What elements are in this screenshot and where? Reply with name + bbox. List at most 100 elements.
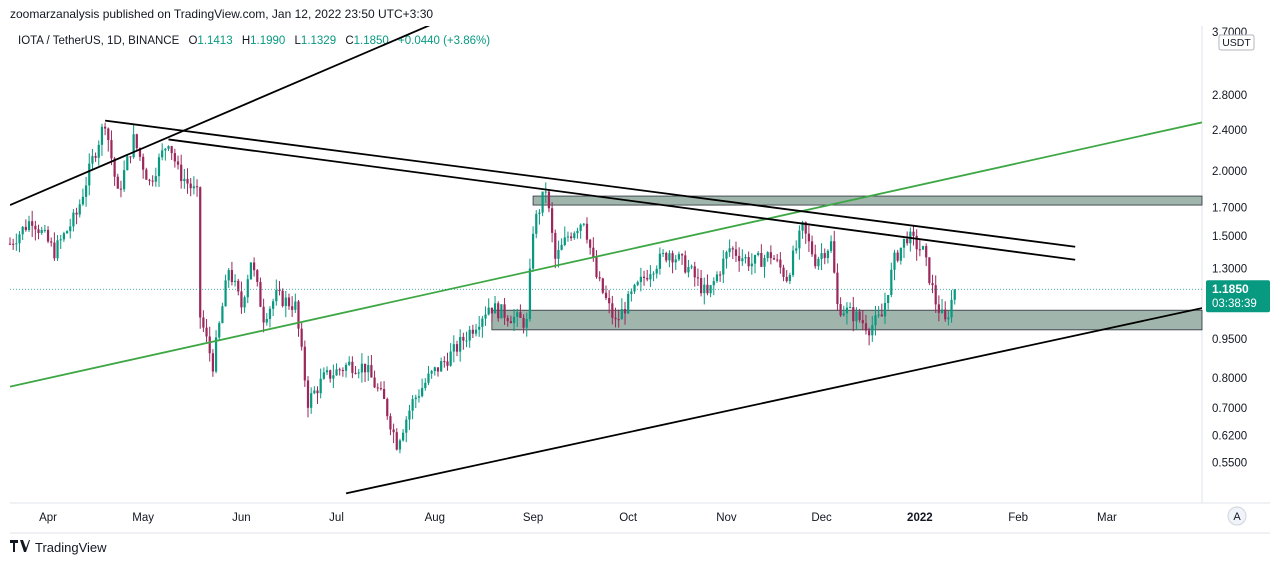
candle-up bbox=[817, 258, 820, 267]
candle-down bbox=[519, 312, 522, 318]
lower-channel-line[interactable] bbox=[345, 307, 1202, 495]
candle-up bbox=[582, 223, 585, 225]
candle-up bbox=[433, 367, 436, 372]
candle-up bbox=[788, 275, 791, 282]
candle-up bbox=[367, 365, 370, 373]
candle-up bbox=[468, 329, 471, 341]
candle-down bbox=[110, 140, 113, 159]
candle-down bbox=[595, 257, 598, 278]
descending-line-1[interactable] bbox=[104, 119, 1076, 248]
candle-up bbox=[902, 238, 906, 248]
candle-up bbox=[630, 291, 633, 294]
candle-up bbox=[512, 316, 516, 324]
candle-down bbox=[646, 277, 649, 280]
candle-down bbox=[814, 254, 817, 267]
candle-up bbox=[744, 257, 747, 259]
candle-up bbox=[459, 336, 462, 352]
candle-up bbox=[72, 212, 75, 227]
last-price-badge-box bbox=[1206, 280, 1270, 313]
candle-down bbox=[287, 297, 291, 307]
y-tick-label: 1.7000 bbox=[1212, 203, 1247, 215]
countdown-value: 03:38:39 bbox=[1212, 298, 1257, 310]
candle-up bbox=[950, 299, 953, 318]
candle-up bbox=[284, 297, 287, 306]
candle-up bbox=[566, 236, 570, 238]
candle-down bbox=[46, 229, 50, 242]
candle-down bbox=[547, 191, 551, 209]
candle-up bbox=[243, 297, 246, 308]
green-trendline[interactable] bbox=[10, 121, 1202, 388]
candle-down bbox=[868, 330, 871, 336]
candle-up bbox=[871, 325, 874, 336]
candle-down bbox=[436, 367, 440, 372]
candle-down bbox=[205, 327, 208, 337]
candle-down bbox=[554, 232, 557, 259]
x-tick-label: 2022 bbox=[907, 512, 933, 524]
candle-down bbox=[373, 377, 376, 388]
candle-down bbox=[329, 370, 332, 379]
price-chart[interactable]: 3.70002.80002.40002.00001.70001.50001.30… bbox=[0, 0, 1280, 536]
candle-down bbox=[297, 301, 300, 329]
candle-up bbox=[478, 326, 481, 330]
candle-up bbox=[221, 306, 224, 324]
auto-scale-label: A bbox=[1233, 511, 1241, 523]
x-tick-label: Sep bbox=[523, 512, 543, 524]
candle-down bbox=[53, 242, 56, 259]
currency-badge-box bbox=[1218, 34, 1255, 51]
candle-up bbox=[535, 213, 538, 234]
candle-down bbox=[611, 303, 614, 318]
candle-up bbox=[275, 289, 278, 302]
candle-down bbox=[906, 238, 909, 244]
candle-down bbox=[839, 304, 842, 316]
candle-down bbox=[823, 253, 826, 259]
currency-badge[interactable]: USDT bbox=[1218, 34, 1255, 51]
candle-up bbox=[658, 253, 662, 269]
candle-up bbox=[826, 250, 830, 259]
candle-up bbox=[294, 301, 297, 310]
candle-down bbox=[443, 361, 446, 363]
candle-up bbox=[348, 361, 351, 365]
candle-down bbox=[145, 169, 148, 180]
candle-down bbox=[731, 248, 734, 250]
candle-down bbox=[34, 225, 37, 230]
candle-down bbox=[937, 304, 940, 313]
descending-line-2[interactable] bbox=[168, 138, 1076, 261]
candle-up bbox=[214, 337, 218, 372]
candle-up bbox=[820, 253, 823, 259]
candle-down bbox=[760, 252, 763, 267]
candle-up bbox=[709, 285, 712, 294]
candle-down bbox=[148, 179, 151, 181]
candle-down bbox=[202, 317, 205, 328]
candle-up bbox=[842, 313, 845, 316]
candle-up bbox=[405, 419, 408, 433]
candle-up bbox=[417, 396, 421, 398]
candle-down bbox=[944, 309, 947, 320]
candle-down bbox=[912, 231, 915, 236]
candle-up bbox=[725, 252, 728, 259]
candle-up bbox=[576, 230, 579, 234]
candle-down bbox=[113, 158, 116, 177]
symbol-name[interactable]: IOTA / TetherUS, 1D, BINANCE bbox=[18, 35, 180, 47]
candle-down bbox=[316, 390, 319, 394]
candle-down bbox=[833, 241, 836, 273]
x-tick-label: Apr bbox=[39, 512, 57, 524]
candle-down bbox=[94, 156, 97, 158]
candle-down bbox=[601, 278, 604, 293]
footer-brand[interactable]: TradingView bbox=[35, 540, 107, 555]
candle-up bbox=[848, 307, 852, 309]
candle-down bbox=[24, 226, 27, 230]
last-price-badge: 1.1850 03:38:39 bbox=[1206, 280, 1270, 313]
candle-up bbox=[538, 212, 541, 214]
upper-channel-line[interactable] bbox=[10, 23, 435, 206]
candle-down bbox=[195, 186, 199, 188]
candle-up bbox=[845, 307, 849, 314]
candle-up bbox=[465, 340, 468, 342]
candle-down bbox=[291, 306, 294, 310]
candle-down bbox=[392, 429, 395, 433]
candle-up bbox=[728, 248, 731, 253]
candle-up bbox=[500, 304, 503, 319]
candle-down bbox=[338, 369, 341, 371]
candle-up bbox=[100, 126, 104, 145]
auto-scale-button[interactable]: A bbox=[1227, 506, 1247, 526]
candle-up bbox=[227, 270, 230, 281]
